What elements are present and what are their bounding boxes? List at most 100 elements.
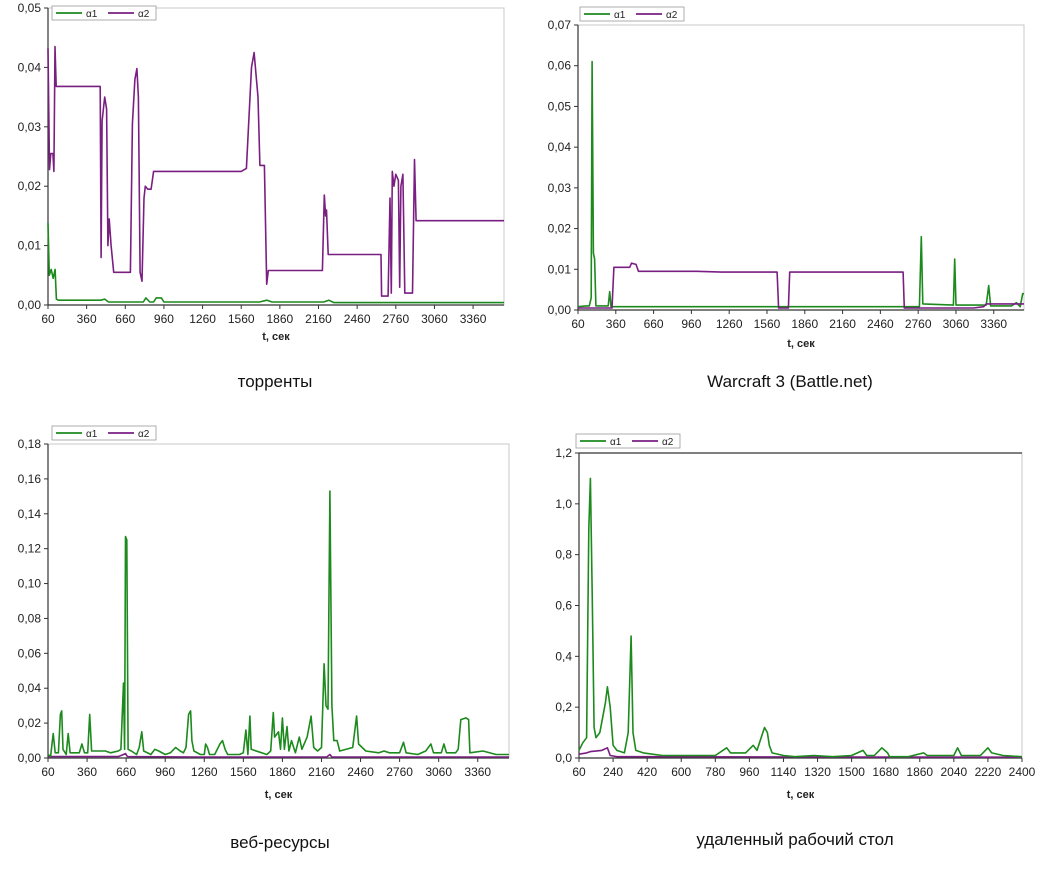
- y-tick-label: 0,04: [18, 681, 42, 695]
- x-axis-label: t, сек: [265, 789, 293, 801]
- caption-torrents: торренты: [237, 372, 313, 391]
- x-tick-label: 960: [155, 765, 175, 779]
- x-tick-label: 1860: [791, 317, 818, 331]
- legend-label-a2: α2: [138, 429, 150, 440]
- legend: α1 α2: [575, 433, 681, 449]
- legend-label-a1: α1: [610, 437, 622, 448]
- x-tick-label: 60: [572, 765, 586, 779]
- chart-remote-svg: 0,0 0,2 0,4 0,6 0,8 1,0 1,2 60 240 420 600 780 960 11…: [555, 433, 1036, 801]
- caption-remote: удаленный рабочий стол: [696, 830, 894, 849]
- x-tick-label: 360: [77, 765, 97, 779]
- x-tick-label: 1260: [189, 312, 216, 326]
- x-tick-label: 1860: [906, 765, 933, 779]
- x-tick-label: 660: [644, 317, 664, 331]
- legend-box: [51, 5, 157, 21]
- y-tick-label: 0,07: [548, 18, 572, 32]
- y-tick-label: 0,14: [18, 507, 42, 521]
- x-tick-label: 240: [603, 765, 623, 779]
- x-tick-label: 960: [739, 765, 759, 779]
- plot-frame: [578, 452, 1023, 759]
- y-tick-label: 0,00: [548, 303, 572, 317]
- x-tick-label: 3360: [980, 317, 1007, 331]
- caption-warcraft: Warcraft 3 (Battle.net): [707, 372, 873, 391]
- series-line-a2: [578, 262, 1024, 309]
- y-tick-label: 0,03: [18, 120, 42, 134]
- x-tick-label: 960: [681, 317, 701, 331]
- y-tick-label: 0,16: [18, 472, 42, 486]
- x-tick-label: 1260: [191, 765, 218, 779]
- y-tick-label: 0,0: [555, 751, 572, 765]
- y-tick-label: 0,00: [18, 751, 42, 765]
- series-line-a2: [48, 752, 509, 758]
- y-tick-label: 0,08: [18, 611, 42, 625]
- chart-warcraft: 0,00 0,01 0,02 0,03 0,04 0,05 0,06 0,07 60 360 660…: [522, 0, 1045, 355]
- y-tick-label: 0,18: [18, 437, 42, 451]
- y-tick-label: 0,05: [18, 1, 42, 15]
- series-line-a1: [577, 60, 1024, 308]
- y-tick-label: 0,02: [18, 716, 42, 730]
- legend-label-a1: α1: [86, 429, 98, 440]
- x-axis-label: t, сек: [787, 789, 815, 801]
- y-tick-label: 0,04: [18, 60, 42, 74]
- x-axis-label: t, сек: [787, 338, 815, 350]
- series-line-a2: [47, 45, 504, 297]
- chart-web-svg: 0,00 0,02 0,04 0,06 0,08 0,10 0,12 0,14 0,16 0,18…: [18, 425, 510, 801]
- x-tick-label: 2760: [386, 765, 413, 779]
- x-tick-label: 780: [705, 765, 725, 779]
- y-tick-label: 0,12: [18, 542, 42, 556]
- y-tick-label: 0,8: [555, 548, 572, 562]
- x-tick-label: 660: [116, 765, 136, 779]
- x-tick-label: 2760: [382, 312, 409, 326]
- y-tick-label: 0,03: [548, 181, 572, 195]
- x-tick-label: 1320: [804, 765, 831, 779]
- x-tick-label: 2040: [940, 765, 967, 779]
- chart-remote: 0,0 0,2 0,4 0,6 0,8 1,0 1,2 60 240 420 600 780 960 11…: [522, 420, 1045, 810]
- y-tick-label: 0,02: [548, 222, 572, 236]
- x-tick-label: 1560: [230, 765, 257, 779]
- plot-frame: [47, 7, 505, 306]
- x-tick-label: 600: [671, 765, 691, 779]
- series-line-a1: [578, 477, 1023, 758]
- plot-frame: [577, 24, 1025, 311]
- y-tick-label: 0,10: [18, 577, 42, 591]
- x-tick-label: 660: [115, 312, 135, 326]
- y-tick-label: 0,4: [555, 649, 572, 663]
- legend: α1 α2: [579, 6, 685, 22]
- legend: α1 α2: [51, 5, 157, 21]
- series-line-a2: [578, 746, 1023, 759]
- x-tick-label: 3060: [425, 765, 452, 779]
- x-tick-label: 2160: [305, 312, 332, 326]
- x-tick-label: 1860: [267, 312, 294, 326]
- x-tick-label: 1260: [716, 317, 743, 331]
- chart-web: 0,00 0,02 0,04 0,06 0,08 0,10 0,12 0,14 0,16 0,18…: [0, 420, 520, 810]
- legend-label-a2: α2: [138, 9, 150, 20]
- y-tick-label: 1,2: [555, 446, 572, 460]
- x-tick-label: 1500: [838, 765, 865, 779]
- legend: α1 α2: [51, 425, 157, 441]
- plot-frame: [47, 443, 510, 759]
- y-tick-label: 0,02: [18, 179, 42, 193]
- legend-label-a1: α1: [86, 9, 98, 20]
- x-tick-label: 2460: [347, 765, 374, 779]
- x-tick-label: 3360: [464, 765, 491, 779]
- legend-label-a1: α1: [614, 10, 626, 21]
- x-tick-label: 2760: [905, 317, 932, 331]
- y-tick-label: 0,6: [555, 599, 572, 613]
- x-tick-label: 2220: [975, 765, 1002, 779]
- x-tick-label: 1860: [269, 765, 296, 779]
- y-tick-label: 0,00: [18, 298, 42, 312]
- x-tick-label: 960: [154, 312, 174, 326]
- legend-label-a2: α2: [662, 437, 674, 448]
- x-tick-label: 3060: [421, 312, 448, 326]
- x-tick-label: 3360: [460, 312, 487, 326]
- x-tick-label: 60: [571, 317, 585, 331]
- y-tick-label: 0,2: [555, 700, 572, 714]
- x-tick-label: 60: [41, 312, 55, 326]
- legend-box: [575, 433, 681, 449]
- series-line-a1: [47, 222, 504, 304]
- y-tick-label: 0,06: [18, 646, 42, 660]
- caption-web: веб-ресурсы: [230, 833, 330, 852]
- y-tick-label: 1,0: [555, 497, 572, 511]
- legend-box: [579, 6, 685, 22]
- chart-warcraft-svg: 0,00 0,01 0,02 0,03 0,04 0,05 0,06 0,07 60 360 660…: [548, 6, 1025, 350]
